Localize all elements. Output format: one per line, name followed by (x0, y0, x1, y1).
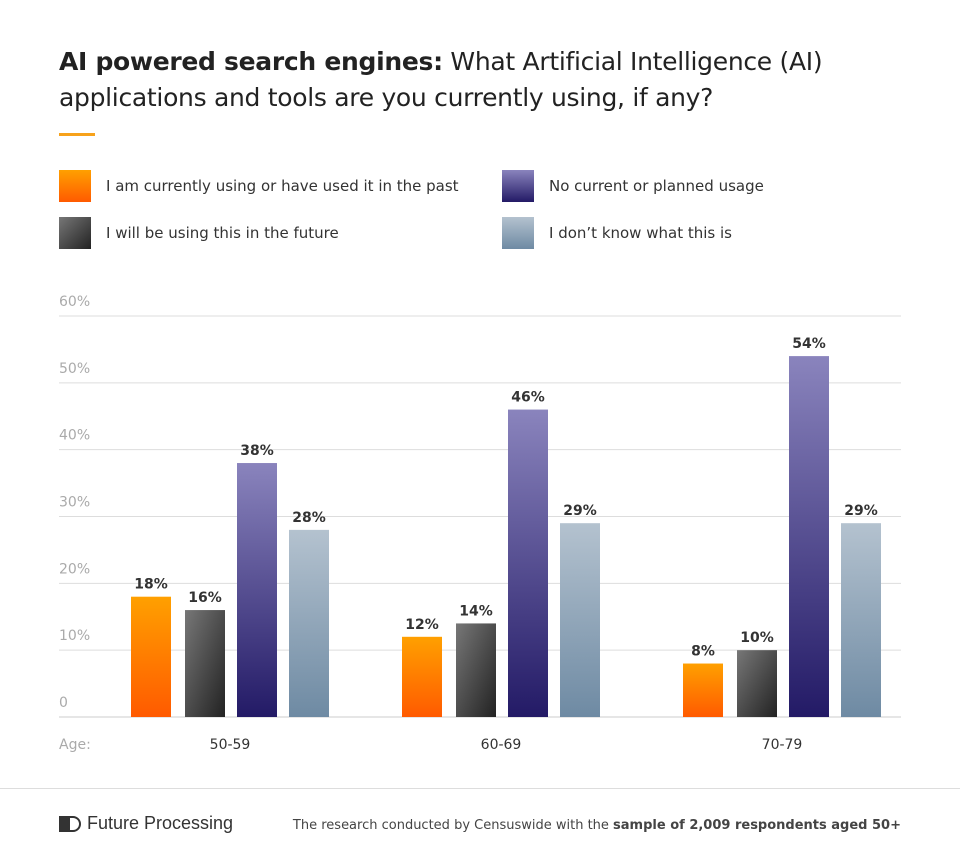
title-accent-line (59, 133, 95, 136)
data-label: 28% (292, 510, 326, 526)
data-label: 29% (844, 503, 878, 519)
bar (789, 356, 829, 717)
y-tick-label: 30% (59, 495, 90, 511)
bar (237, 463, 277, 717)
bar (456, 623, 496, 717)
data-label: 16% (188, 590, 222, 606)
footer-divider (0, 788, 960, 789)
bar-chart: 0 10% 20% 30% 40% 50% 60% Age: 50-59 18% 16% 38% 28%… (59, 294, 901, 753)
legend-item: No current or planned usage (502, 170, 764, 202)
x-tick-label: 70-79 (762, 737, 803, 753)
bar (841, 523, 881, 717)
footer-note: The research conducted by Censuswide wit… (292, 818, 901, 833)
legend-label: I will be using this in the future (106, 224, 339, 242)
legend-swatch (502, 217, 534, 249)
data-label: 8% (691, 644, 715, 660)
y-tick-label: 50% (59, 361, 90, 377)
bar (402, 636, 442, 717)
data-label: 29% (563, 503, 597, 519)
data-label: 12% (405, 617, 439, 633)
legend-swatch (59, 217, 91, 249)
data-label: 38% (240, 443, 274, 459)
y-tick-label: 60% (59, 294, 90, 310)
brand-name: Future Processing (87, 813, 234, 833)
legend-swatch (59, 170, 91, 202)
y-tick-label: 20% (59, 561, 90, 577)
legend-item: I am currently using or have used it in … (59, 170, 459, 202)
chart-title: AI powered search engines: What Artifici… (59, 47, 823, 112)
legend-label: I am currently using or have used it in … (106, 177, 459, 195)
brand-logo: Future Processing (59, 813, 233, 834)
bar (737, 650, 777, 717)
y-tick-label: 10% (59, 628, 90, 644)
legend-label: I don’t know what this is (549, 224, 732, 242)
legend-item: I will be using this in the future (59, 217, 339, 249)
bar (289, 529, 329, 717)
y-tick-label: 40% (59, 428, 90, 444)
x-tick-label: 50-59 (210, 737, 251, 753)
data-label: 18% (134, 577, 168, 593)
bar (131, 596, 171, 717)
x-axis-label: Age: (59, 737, 91, 753)
logo-icon (59, 815, 81, 832)
bar (508, 409, 548, 717)
legend-label: No current or planned usage (549, 177, 764, 195)
bar (560, 523, 600, 717)
bar (683, 663, 723, 717)
legend-swatch (502, 170, 534, 202)
legend-item: I don’t know what this is (502, 217, 732, 249)
data-label: 14% (459, 603, 493, 619)
data-label: 10% (740, 630, 774, 646)
x-tick-label: 60-69 (481, 737, 522, 753)
bar (185, 610, 225, 717)
data-label: 54% (792, 336, 826, 352)
y-tick-label: 0 (59, 695, 68, 711)
data-label: 46% (511, 390, 545, 406)
